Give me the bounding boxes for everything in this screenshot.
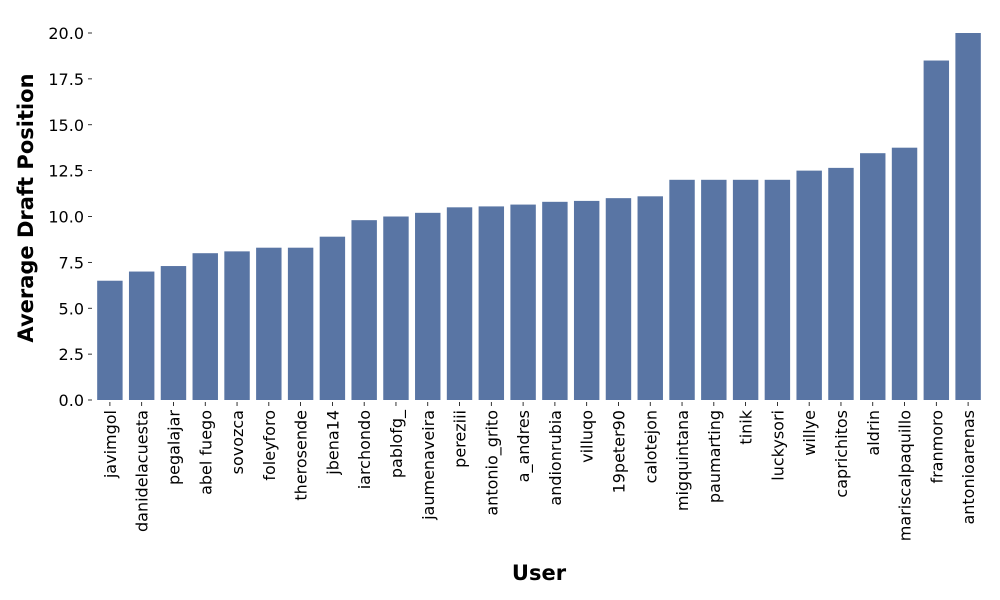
bar-villuqo [573,200,600,400]
bar-danidelacuesta [128,271,155,400]
x-tick-label: calotejon [641,410,660,483]
y-tick-label: 15.0 [48,116,84,135]
bar-jaumenaveira [415,212,441,400]
y-tick-label: 7.5 [59,253,84,272]
bars [97,33,981,401]
bar-iarchondo [351,220,377,400]
x-tick-label: foleyforo [260,410,279,481]
x-tick-label: jbena14 [323,410,342,476]
x-tick-label: franmoro [927,410,946,484]
bar-luckysori [764,179,791,400]
y-axis: 0.0 2.5 5.0 7.5 10.0 12.5 15.0 17.5 20.0 [48,24,92,410]
bar-tinik [732,179,759,400]
x-tick-label: pereziii [451,410,470,468]
x-tick-label: mariscalpaquillo [896,410,915,541]
bar-mariscalpaquillo [891,147,918,400]
bar-antonioarenas [955,33,981,400]
bar-abel-fuego [192,253,218,400]
x-tick-label: a_andres [514,410,534,482]
bar-andionrubia [542,201,568,400]
x-axis-title: User [512,561,567,585]
y-tick-label: 0.0 [59,391,84,410]
x-tick-label: willye [800,410,819,456]
x-tick-label: tinik [737,409,756,444]
bar-caprichitos [828,167,854,400]
bar-19peter90 [605,198,632,400]
bar-a-andres [510,204,536,400]
x-tick-label: jaumenaveira [419,410,438,521]
y-tick-label: 17.5 [48,70,84,89]
x-tick-label: iarchondo [355,410,374,489]
x-tick-label: paumarting [705,410,724,503]
x-tick-label: villuqo [578,410,597,463]
y-tick-label: 5.0 [59,299,84,318]
x-tick-label: pegalajar [164,410,183,485]
y-axis-title: Average Draft Position [14,73,38,342]
bar-antonio-grito [478,206,505,400]
bar-aldrin [860,153,886,400]
bar-pablofg- [383,216,409,400]
bar-migquintana [669,179,695,400]
bar-pereziii [446,207,473,400]
x-tick-label: aldrin [864,410,883,456]
x-tick-label: migquintana [673,410,692,511]
bar-jbena14 [319,236,346,400]
x-tick-label: andionrubia [546,410,565,506]
bar-sovozca [224,251,250,400]
y-tick-label: 20.0 [48,24,84,43]
bar-calotejon [637,196,663,400]
bar-pegalajar [160,266,187,400]
x-tick-label: 19peter90 [609,410,628,493]
x-tick-label: danidelacuesta [133,410,152,532]
bar-therosende [287,247,314,400]
y-tick-label: 12.5 [48,162,84,181]
x-axis: javimgol danidelacuesta pegalajar abel fueg… [101,402,978,541]
bar-javimgol [97,280,123,400]
x-tick-label: antonioarenas [959,410,978,525]
x-tick-label: abel fuego [196,410,215,495]
x-tick-label: sovozca [228,410,247,474]
y-tick-label: 2.5 [59,345,84,364]
bar-franmoro [923,60,950,401]
x-tick-label: caprichitos [832,410,851,498]
y-tick-label: 10.0 [48,208,84,227]
x-tick-label: javimgol [101,410,120,479]
bar-willye [796,170,822,400]
x-tick-label: pablofg_ [387,409,407,478]
bar-paumarting [701,179,727,400]
x-tick-label: luckysori [768,410,787,481]
x-tick-label: therosende [292,410,311,501]
x-tick-label: antonio_grito [482,410,502,516]
bar-foleyforo [256,247,282,400]
